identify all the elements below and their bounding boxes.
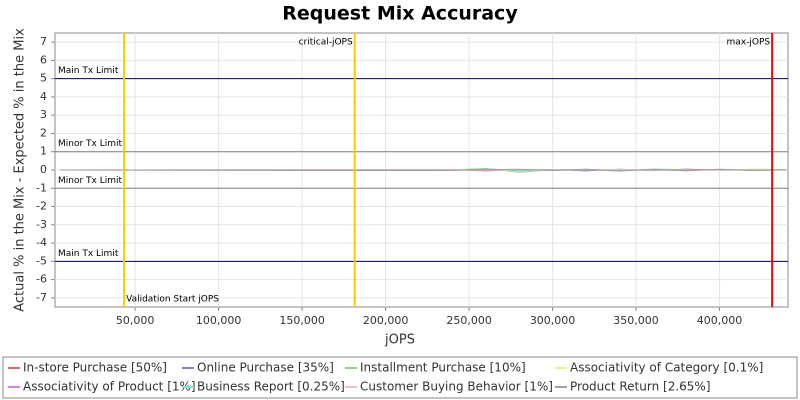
- series-line: [60, 168, 787, 172]
- x-tick-label: 50,000: [116, 314, 155, 327]
- limit-label: Minor Tx Limit: [58, 139, 123, 149]
- x-tick-label: 400,000: [697, 314, 743, 327]
- y-tick-label: -4: [36, 236, 47, 249]
- x-tick-label: 150,000: [279, 314, 325, 327]
- legend-label: Business Report [0.25%]: [197, 380, 345, 394]
- y-tick-label: -5: [36, 254, 47, 267]
- x-tick-label: 300,000: [530, 314, 576, 327]
- legend-label: Associativity of Product [1%]: [23, 380, 196, 394]
- y-tick-label: 3: [40, 108, 47, 121]
- chart-title: Request Mix Accuracy: [282, 3, 518, 25]
- marker-label: max-jOPS: [727, 38, 771, 48]
- limit-label: Main Tx Limit: [58, 66, 119, 76]
- x-tick-label: 100,000: [196, 314, 242, 327]
- y-tick-label: -1: [36, 181, 47, 194]
- legend-label: In-store Purchase [50%]: [23, 361, 167, 375]
- y-tick-label: -6: [36, 273, 47, 286]
- y-tick-label: 7: [40, 35, 47, 48]
- legend: [2, 356, 798, 399]
- y-tick-label: -7: [36, 291, 47, 304]
- y-tick-label: -2: [36, 200, 47, 213]
- x-tick-label: 350,000: [613, 314, 659, 327]
- x-axis-label: jOPS: [384, 333, 415, 348]
- y-tick-label: 1: [40, 145, 47, 158]
- y-tick-label: 6: [40, 53, 47, 66]
- legend-label: Online Purchase [35%]: [197, 361, 334, 375]
- legend-label: Installment Purchase [10%]: [360, 361, 526, 375]
- y-tick-label: -3: [36, 218, 47, 231]
- y-tick-label: 0: [40, 163, 47, 176]
- legend-label: Associativity of Category [0.1%]: [570, 361, 763, 375]
- x-tick-label: 250,000: [446, 314, 492, 327]
- x-tick-label: 200,000: [363, 314, 409, 327]
- y-tick-label: 2: [40, 126, 47, 139]
- limit-label: Minor Tx Limit: [58, 176, 123, 186]
- legend-label: Product Return [2.65%]: [570, 380, 711, 394]
- y-tick-label: 5: [40, 72, 47, 85]
- y-tick-label: 4: [40, 90, 47, 103]
- marker-label: Validation Start jOPS: [126, 295, 219, 305]
- limit-label: Main Tx Limit: [58, 249, 119, 259]
- legend-label: Customer Buying Behavior [1%]: [360, 380, 553, 394]
- marker-label: critical-jOPS: [299, 38, 353, 48]
- y-axis-label: Actual % in the Mix - Expected % in the …: [13, 28, 28, 312]
